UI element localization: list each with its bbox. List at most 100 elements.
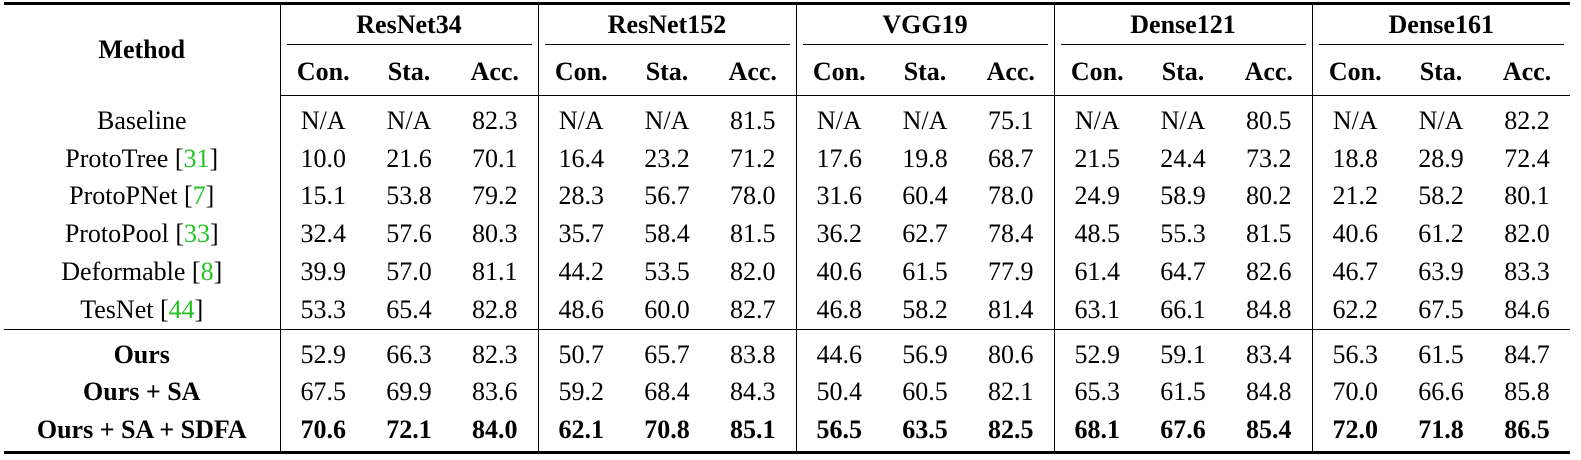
value-cell: 77.9 (968, 253, 1055, 291)
value-cell: 40.6 (1332, 219, 1379, 249)
method-name: ] (194, 294, 204, 324)
value-cell: N/A (1332, 105, 1378, 135)
method-cell: ProtoPool [33] (4, 215, 281, 254)
value-cell: 67.5 (1398, 290, 1484, 330)
method-name: Ours (113, 339, 170, 369)
results-table: Method ResNet34 ResNet152 VGG19 Dense121 Den… (4, 2, 1570, 455)
value-cell: 53.3 (280, 290, 366, 330)
value-cell: 72.0 (1312, 411, 1398, 455)
value-cell: 56.5 (796, 411, 882, 455)
group-name: Dense121 (1060, 10, 1306, 45)
value-cell: 65.3 (1074, 377, 1121, 407)
value-cell: 28.3 (558, 181, 605, 211)
group-name: VGG19 (802, 10, 1048, 45)
value-cell: N/A (902, 105, 948, 135)
value-cell: 78.4 (968, 215, 1055, 254)
value-cell: 60.5 (902, 377, 948, 407)
value-cell: 82.2 (1504, 105, 1550, 135)
value-cell: 66.1 (1140, 290, 1226, 330)
value-cell: 81.4 (968, 290, 1055, 330)
table-row: Baseline N/A N/A 82.3 N/A N/A 81.5 N/A N/A 75.1 N/… (4, 95, 1570, 140)
value-cell: 57.6 (386, 219, 432, 249)
value-cell: 80.1 (1504, 181, 1550, 211)
method-name: ] (210, 219, 219, 249)
value-cell: 40.6 (816, 257, 863, 287)
table-row: Ours + SA 67.5 69.9 83.6 59.2 68.4 84.3 50.4 60.… (4, 373, 1570, 412)
value-cell: 59.1 (1160, 339, 1206, 369)
value-cell: 60.0 (624, 290, 710, 330)
value-cell: N/A (644, 105, 690, 135)
value-cell: 67.5 (300, 377, 347, 407)
value-cell: 84.8 (1226, 290, 1313, 330)
value-cell: 63.9 (1418, 257, 1464, 287)
column-header: Con. (1312, 49, 1398, 96)
value-cell: N/A (386, 105, 432, 135)
value-cell: 71.8 (1398, 411, 1484, 455)
value-cell: 53.8 (386, 181, 432, 211)
value-cell: 19.8 (902, 143, 948, 173)
value-cell: 85.1 (710, 411, 797, 455)
value-cell: 61.5 (1418, 339, 1464, 369)
value-cell: 39.9 (300, 257, 347, 287)
method-name: Ours + SA (83, 377, 201, 407)
value-cell: 35.7 (558, 219, 605, 249)
column-header: Sta. (624, 49, 710, 96)
method-cell: Ours + SA (4, 373, 281, 412)
method-name: ] (209, 143, 219, 173)
method-name: ] (213, 257, 223, 287)
method-cell: ProtoTree [31] (4, 139, 281, 178)
value-cell: 61.2 (1418, 219, 1464, 249)
method-name: Baseline (96, 105, 187, 135)
column-header: Sta. (1140, 49, 1226, 96)
value-cell: 50.7 (558, 339, 605, 369)
method-header: Method (4, 2, 281, 96)
column-header: Acc. (1484, 49, 1570, 96)
value-cell: 18.8 (1332, 143, 1379, 173)
value-cell: 83.3 (1504, 257, 1550, 287)
value-cell: 80.6 (968, 329, 1055, 374)
method-name: ] (205, 181, 215, 211)
citation: 44 (168, 294, 195, 324)
value-cell: 84.0 (452, 411, 539, 455)
value-cell: 81.5 (1226, 215, 1313, 254)
value-cell: 84.8 (1226, 373, 1313, 412)
value-cell: 62.2 (1312, 290, 1398, 330)
group-name: Dense161 (1318, 10, 1564, 45)
value-cell: 60.4 (902, 181, 948, 211)
value-cell: 52.9 (1074, 339, 1121, 369)
method-name: ProtoTree [ (65, 143, 184, 173)
column-header: Con. (280, 49, 366, 96)
table-row: ProtoPool [33] 32.4 57.6 80.3 35.7 58.4 81.5 36… (4, 215, 1570, 254)
value-cell: 75.1 (968, 95, 1055, 140)
table-row: Ours 52.9 66.3 82.3 50.7 65.7 83.8 44.6 56.9 80.6… (4, 329, 1570, 374)
value-cell: 73.2 (1226, 139, 1313, 178)
value-cell: 46.7 (1332, 257, 1379, 287)
column-header: Acc. (968, 49, 1055, 96)
value-cell: 70.6 (280, 411, 366, 455)
value-cell: 17.6 (816, 143, 863, 173)
value-cell: 81.5 (710, 95, 797, 140)
value-cell: 82.1 (968, 373, 1055, 412)
value-cell: 56.7 (644, 181, 690, 211)
method-cell: ProtoPNet [7] (4, 177, 281, 216)
header-row: Method ResNet34 ResNet152 VGG19 Dense121 Den… (4, 2, 1570, 96)
value-cell: 58.2 (882, 290, 968, 330)
value-cell: 44.2 (558, 257, 605, 287)
value-cell: 28.9 (1418, 143, 1464, 173)
value-cell: 82.8 (452, 290, 539, 330)
group-header: Dense161 (1312, 2, 1570, 49)
value-cell: 63.1 (1054, 290, 1140, 330)
value-cell: 65.4 (366, 290, 452, 330)
method-name: ProtoPNet [ (69, 181, 193, 211)
value-cell: 62.1 (538, 411, 624, 455)
group-header: ResNet152 (538, 2, 797, 49)
group-name: ResNet152 (544, 10, 790, 45)
table-row: ProtoTree [31] 10.0 21.6 70.1 16.4 23.2 71.2 17… (4, 139, 1570, 178)
method-cell: Ours + SA + SDFA (4, 411, 281, 455)
value-cell: 36.2 (816, 219, 863, 249)
citation: 7 (192, 181, 206, 211)
method-name: ProtoPool [ (64, 219, 184, 249)
method-cell: TesNet [44] (4, 290, 281, 330)
value-cell: 68.7 (968, 139, 1055, 178)
value-cell: 61.5 (902, 257, 948, 287)
